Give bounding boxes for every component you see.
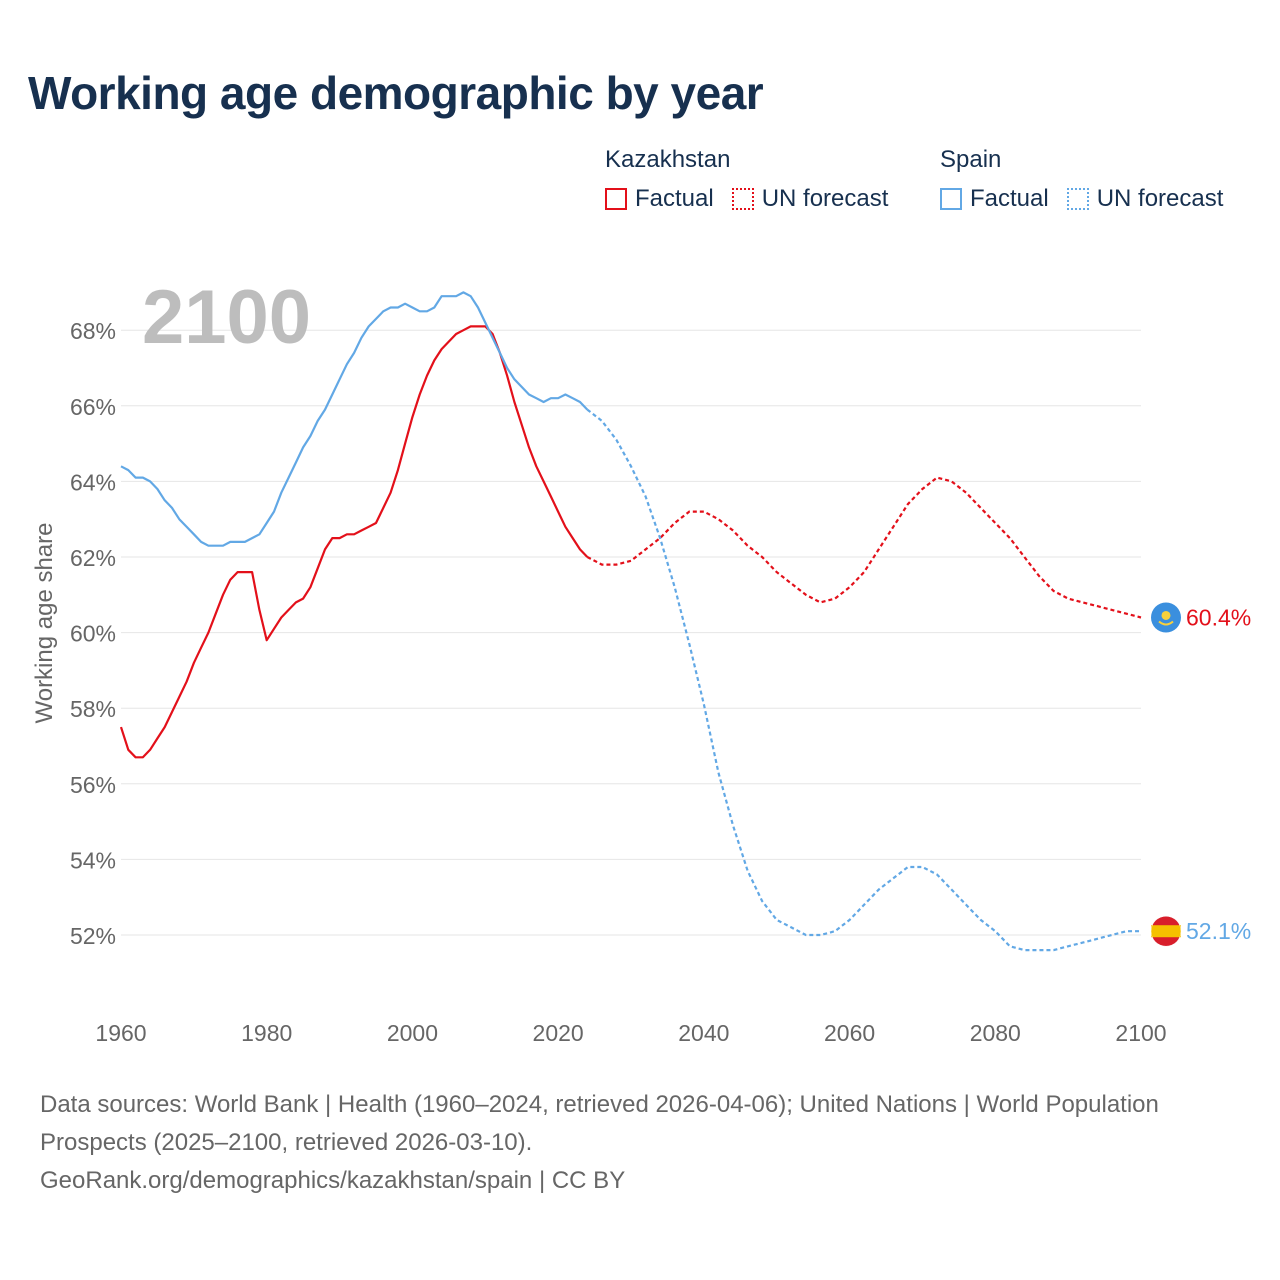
x-tick-label: 2020 xyxy=(533,1020,584,1046)
year-overlay: 2100 xyxy=(142,275,311,360)
chart-title: Working age demographic by year xyxy=(28,67,764,119)
series-line-spain-forecast[interactable] xyxy=(586,408,1141,952)
legend-label-kazakhstan-forecast: UN forecast xyxy=(761,185,889,212)
legend-swatch-kazakhstan-factual xyxy=(605,188,627,210)
flag-kazakhstan-eagle xyxy=(1158,620,1174,626)
legend-label-spain-factual: Factual xyxy=(970,185,1049,212)
y-tick-label: 66% xyxy=(70,394,116,420)
legend-group-kazakhstan: Kazakhstan Factual UN forecast xyxy=(605,143,906,213)
y-tick-label: 60% xyxy=(70,621,116,647)
flag-spain-outline xyxy=(1150,915,1182,947)
series-line-spain-factual[interactable] xyxy=(120,291,589,547)
flag-spain-band xyxy=(1151,925,1181,938)
legend-label-kazakhstan-factual: Factual xyxy=(635,185,714,212)
series-line-kazakhstan-forecast[interactable] xyxy=(586,476,1142,619)
y-tick-label: 52% xyxy=(70,923,116,949)
footer: Data sources: World Bank | Health (1960–… xyxy=(40,1086,1220,1200)
legend-country-spain: Spain xyxy=(940,146,1002,173)
y-tick-label: 54% xyxy=(70,847,116,873)
x-tick-label: 2000 xyxy=(387,1020,438,1046)
legend-label-spain-forecast: UN forecast xyxy=(1096,185,1224,212)
series-line-kazakhstan-factual[interactable] xyxy=(119,325,589,759)
legend-swatch-spain-factual xyxy=(940,188,962,210)
legend-country-kazakhstan: Kazakhstan xyxy=(605,146,731,173)
x-tick-label: 1980 xyxy=(241,1020,292,1046)
y-tick-label: 56% xyxy=(70,772,116,798)
y-tick-label: 58% xyxy=(70,696,116,722)
legend-swatch-spain-forecast xyxy=(1066,188,1089,210)
x-tick-label: 2040 xyxy=(678,1020,729,1046)
flag-kazakhstan-sun xyxy=(1161,610,1171,620)
y-tick-label: 62% xyxy=(70,545,116,571)
end-label-spain: 52.1% xyxy=(1186,918,1251,944)
footer-attribution[interactable]: GeoRank.org/demographics/kazakhstan/spai… xyxy=(40,1167,626,1194)
y-axis-label: Working age share xyxy=(31,523,58,724)
legend-swatch-kazakhstan-forecast xyxy=(731,188,754,210)
y-tick-label: 68% xyxy=(70,318,116,344)
legend-item-kazakhstan-factual[interactable]: Factual xyxy=(605,185,714,213)
x-tick-label: 1960 xyxy=(95,1020,146,1046)
legend-group-spain: Spain Factual UN forecast xyxy=(940,143,1241,213)
end-label-kazakhstan: 60.4% xyxy=(1186,604,1251,630)
x-tick-label: 2080 xyxy=(970,1020,1021,1046)
legend-item-kazakhstan-forecast[interactable]: UN forecast xyxy=(731,185,889,213)
x-tick-label: 2100 xyxy=(1115,1020,1166,1046)
legend-item-spain-forecast[interactable]: UN forecast xyxy=(1066,185,1224,213)
y-tick-label: 64% xyxy=(70,469,116,495)
footer-sources: Data sources: World Bank | Health (1960–… xyxy=(40,1091,1159,1156)
legend-item-spain-factual[interactable]: Factual xyxy=(940,185,1049,213)
x-tick-label: 2060 xyxy=(824,1020,875,1046)
line-chart: 2100 52% 54% 56% 58% 60% 62% 64% 66% 68% 1960 1980… xyxy=(31,275,1251,1046)
